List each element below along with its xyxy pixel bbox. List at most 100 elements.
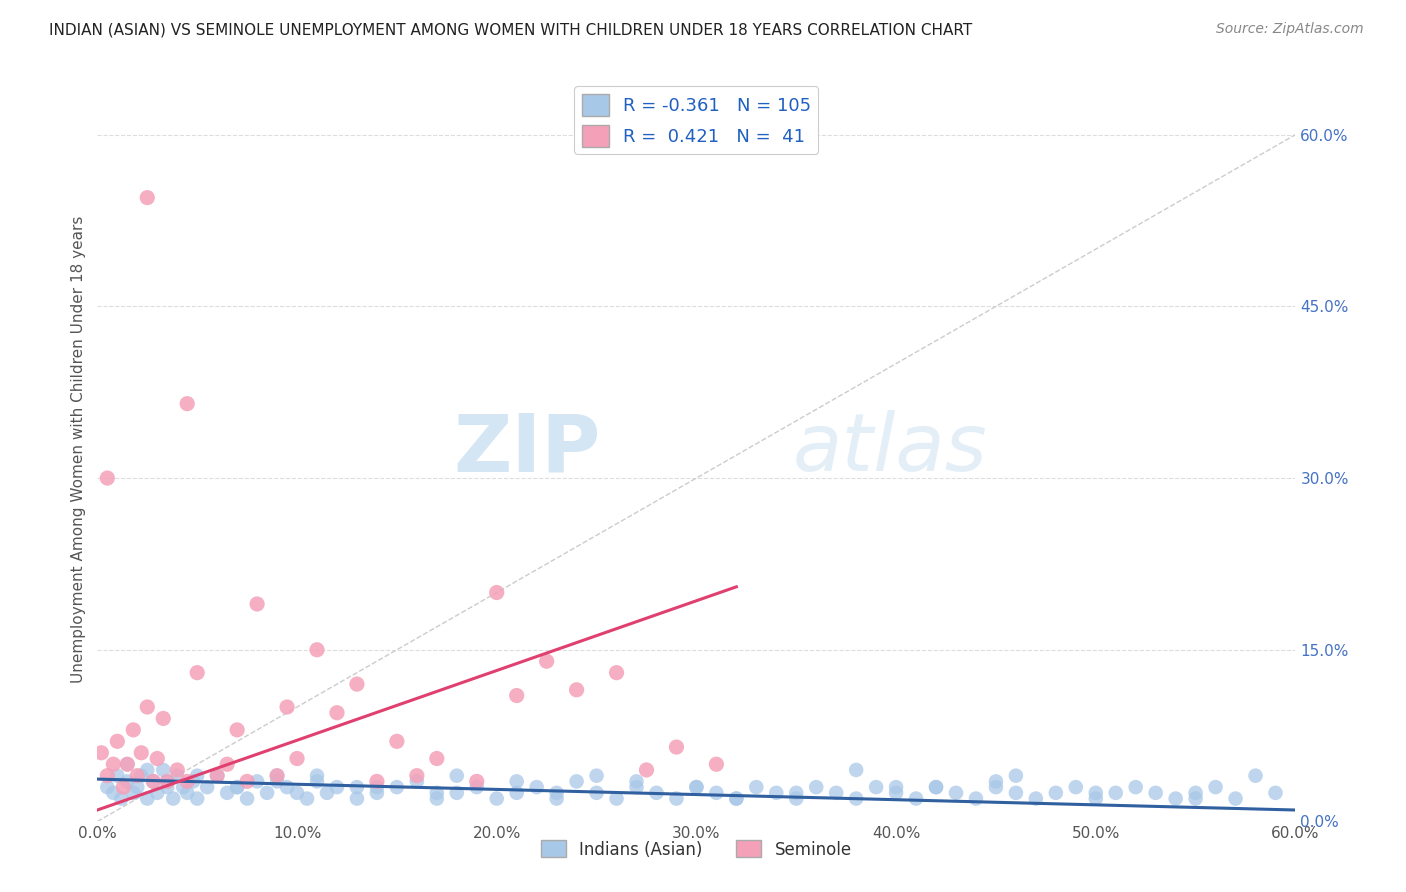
Point [266,769,288,783]
Text: Source: ZipAtlas.com: Source: ZipAtlas.com [1216,22,1364,37]
Point [1144,786,1167,800]
Point [226,723,249,737]
Point [485,791,508,805]
Point [585,786,607,800]
Point [176,786,198,800]
Point [236,791,259,805]
Point [446,786,468,800]
Point [136,763,159,777]
Point [546,791,568,805]
Point [1064,780,1087,794]
Point [725,791,748,805]
Point [536,654,558,668]
Point [152,711,174,725]
Point [285,786,308,800]
Point [156,780,179,794]
Point [366,780,388,794]
Point [246,774,269,789]
Point [276,780,298,794]
Point [485,585,508,599]
Point [426,791,449,805]
Point [806,780,828,794]
Point [127,769,149,783]
Point [405,774,427,789]
Point [1184,791,1206,805]
Text: ZIP: ZIP [453,410,600,489]
Point [1025,791,1047,805]
Point [103,757,125,772]
Point [186,791,208,805]
Point [96,769,118,783]
Point [129,769,152,783]
Point [465,774,488,789]
Point [845,791,868,805]
Point [136,700,159,714]
Point [217,786,239,800]
Point [105,734,128,748]
Point [90,746,112,760]
Point [146,751,169,765]
Point [526,780,548,794]
Point [129,746,152,760]
Point [112,780,135,794]
Point [266,769,288,783]
Point [226,780,249,794]
Point [305,769,328,783]
Point [426,751,449,765]
Point [136,791,159,805]
Point [1105,786,1128,800]
Point [152,763,174,777]
Point [103,786,125,800]
Point [366,774,388,789]
Point [905,791,928,805]
Point [505,689,527,703]
Point [1045,786,1067,800]
Point [1225,791,1247,805]
Point [156,774,179,789]
Point [585,769,607,783]
Point [505,774,527,789]
Point [1184,786,1206,800]
Point [565,774,588,789]
Point [285,751,308,765]
Point [217,757,239,772]
Point [626,780,648,794]
Point [546,786,568,800]
Point [984,780,1007,794]
Point [606,665,628,680]
Point [1005,769,1028,783]
Point [606,791,628,805]
Point [565,682,588,697]
Point [385,734,408,748]
Point [276,700,298,714]
Point [685,780,707,794]
Point [142,774,165,789]
Point [626,774,648,789]
Point [706,757,728,772]
Point [1084,791,1107,805]
Point [172,780,194,794]
Point [205,769,228,783]
Point [785,791,807,805]
Point [665,791,688,805]
Point [1264,786,1286,800]
Point [305,774,328,789]
Point [176,397,198,411]
Point [295,791,318,805]
Point [346,780,368,794]
Point [166,769,188,783]
Point [505,786,527,800]
Point [96,780,118,794]
Point [765,786,787,800]
Point [426,786,449,800]
Point [127,780,149,794]
Point [884,786,907,800]
Point [1005,786,1028,800]
Point [186,769,208,783]
Point [706,786,728,800]
Point [136,191,159,205]
Point [246,597,269,611]
Point [117,774,139,789]
Point [181,774,204,789]
Point [122,786,145,800]
